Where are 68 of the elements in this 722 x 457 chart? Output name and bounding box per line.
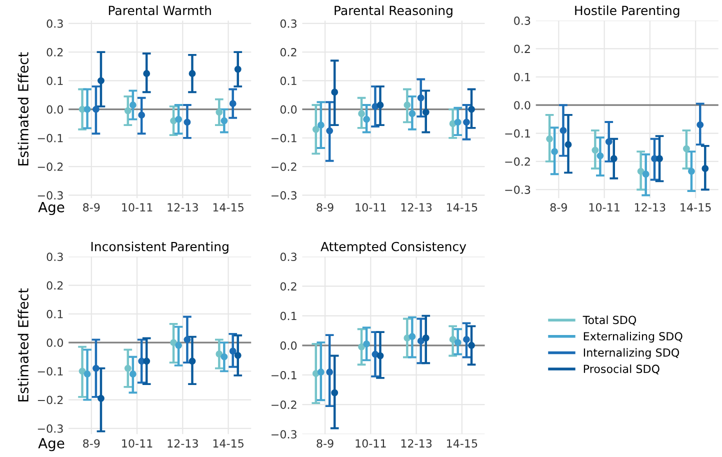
x-tick-label: 10-11 xyxy=(356,203,386,212)
x-tick-label: 8-9 xyxy=(316,203,334,212)
y-tick-label: 0.2 xyxy=(514,44,530,54)
legend-label: Internalizing SDQ xyxy=(584,348,680,359)
y-tick-label: 0.2 xyxy=(46,48,63,56)
x-tick-label: 14-15 xyxy=(213,203,244,212)
y-tick-label: 0.2 xyxy=(280,48,296,56)
y-tick-label: 0.0 xyxy=(280,341,297,350)
x-tick-label: 12-13 xyxy=(168,203,198,212)
y-tick-label: 0.2 xyxy=(280,282,296,291)
x-tick-label: 12-13 xyxy=(401,203,432,212)
y-tick-label: 0.1 xyxy=(46,76,63,86)
x-tick-label: 10-11 xyxy=(589,203,620,212)
chart-title: Attempted Consistency xyxy=(320,242,466,254)
x-tick-label: 8-9 xyxy=(316,439,334,448)
y-tick-label: −0.1 xyxy=(38,134,63,142)
chart-title: Parental Reasoning xyxy=(334,6,452,18)
y-tick-label: 0.3 xyxy=(46,19,63,28)
y-tick-label: 0.3 xyxy=(514,16,530,25)
y-tick-label: 0.0 xyxy=(46,105,63,114)
y-tick-label: 0.3 xyxy=(280,19,296,28)
y-tick-label: 0.0 xyxy=(280,105,297,114)
x-tick-label: 14-15 xyxy=(213,439,244,448)
y-tick-label: 0.1 xyxy=(280,312,296,320)
y-tick-label: 0.3 xyxy=(46,252,63,262)
x-tick-label: 14-15 xyxy=(680,203,711,212)
y-tick-label: 0.2 xyxy=(46,281,63,290)
x-axis-title: Age xyxy=(38,202,64,216)
x-tick-label: 12-13 xyxy=(401,439,432,448)
y-axis-title: Estimated Effect xyxy=(18,52,28,166)
y-tick-label: −0.1 xyxy=(505,129,530,138)
y-tick-label: −0.1 xyxy=(272,134,296,142)
y-tick-label: 0.1 xyxy=(280,76,296,86)
x-tick-label: 12-13 xyxy=(168,439,198,448)
y-tick-label: −0.2 xyxy=(272,400,296,409)
y-tick-label: −0.2 xyxy=(505,157,530,166)
legend-label: Prosocial SDQ xyxy=(584,364,660,374)
x-tick-label: 14-15 xyxy=(447,203,478,212)
y-tick-label: −0.3 xyxy=(38,191,63,200)
y-tick-label: −0.3 xyxy=(272,430,296,439)
y-tick-label: −0.3 xyxy=(38,424,63,433)
y-axis-title: Estimated Effect xyxy=(18,288,28,402)
y-tick-label: −0.1 xyxy=(38,367,63,376)
y-tick-label: 0.0 xyxy=(514,101,530,110)
x-tick-label: 8-9 xyxy=(550,203,567,212)
y-tick-label: −0.2 xyxy=(38,162,63,171)
legend-label: Externalizing SDQ xyxy=(584,332,682,343)
chart-title: Parental Warmth xyxy=(108,6,211,16)
x-tick-label: 14-15 xyxy=(447,439,478,448)
chart-title: Inconsistent Parenting xyxy=(91,242,228,254)
x-tick-label: 8-9 xyxy=(83,439,100,448)
x-axis-title: Age xyxy=(38,438,64,452)
y-tick-label: −0.3 xyxy=(272,191,296,200)
x-tick-label: 12-13 xyxy=(635,203,666,212)
x-tick-label: 8-9 xyxy=(83,203,100,212)
legend-label: Total SDQ xyxy=(582,316,636,326)
x-tick-label: 10-11 xyxy=(356,439,386,448)
x-tick-label: 10-11 xyxy=(122,439,152,448)
y-tick-label: 0.1 xyxy=(46,310,63,318)
y-tick-label: −0.1 xyxy=(272,370,296,380)
y-tick-label: 0.3 xyxy=(280,252,296,262)
x-tick-label: 10-11 xyxy=(122,203,152,212)
y-tick-label: 0.0 xyxy=(46,338,63,347)
y-tick-label: −0.2 xyxy=(272,162,296,171)
y-tick-label: −0.3 xyxy=(505,186,530,194)
chart-title: Hostile Parenting xyxy=(575,6,680,18)
y-tick-label: −0.2 xyxy=(38,396,63,404)
y-tick-label: 0.1 xyxy=(514,72,530,82)
